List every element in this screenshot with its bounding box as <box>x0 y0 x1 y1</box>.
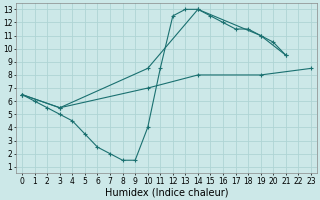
X-axis label: Humidex (Indice chaleur): Humidex (Indice chaleur) <box>105 187 228 197</box>
